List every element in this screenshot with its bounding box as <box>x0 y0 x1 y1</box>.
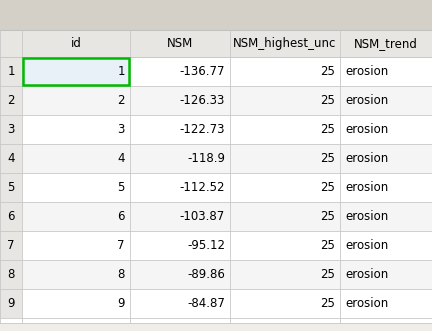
Text: 1: 1 <box>7 65 15 78</box>
Text: -95.12: -95.12 <box>187 239 225 252</box>
Bar <box>0 30 432 57</box>
Text: erosion: erosion <box>345 152 388 165</box>
Text: -84.87: -84.87 <box>187 297 225 310</box>
Text: 6: 6 <box>7 210 15 223</box>
Bar <box>22 57 130 86</box>
Bar <box>0 323 432 331</box>
Bar <box>22 173 130 202</box>
Text: 9: 9 <box>7 297 15 310</box>
Bar <box>230 289 340 318</box>
Bar <box>340 289 432 318</box>
Bar <box>340 144 432 173</box>
Bar <box>0 231 22 260</box>
Bar <box>340 57 432 86</box>
Text: NSM: NSM <box>167 37 193 50</box>
Text: erosion: erosion <box>345 210 388 223</box>
Bar <box>0 0 432 30</box>
Text: 1: 1 <box>118 65 125 78</box>
Bar <box>230 231 340 260</box>
Bar <box>130 57 230 86</box>
Bar <box>340 115 432 144</box>
Text: -118.9: -118.9 <box>187 152 225 165</box>
Bar <box>130 115 230 144</box>
Bar <box>22 202 130 231</box>
Text: erosion: erosion <box>345 123 388 136</box>
Text: 6: 6 <box>118 210 125 223</box>
Bar <box>230 57 340 86</box>
Bar <box>0 57 22 86</box>
Text: 25: 25 <box>320 181 335 194</box>
Text: erosion: erosion <box>345 268 388 281</box>
Bar <box>130 289 230 318</box>
Text: 2: 2 <box>118 94 125 107</box>
Bar <box>22 144 130 173</box>
Bar <box>230 86 340 115</box>
Text: 8: 8 <box>118 268 125 281</box>
Bar <box>340 260 432 289</box>
Text: id: id <box>70 37 82 50</box>
Text: 25: 25 <box>320 123 335 136</box>
Bar <box>130 260 230 289</box>
Text: erosion: erosion <box>345 65 388 78</box>
Text: -122.73: -122.73 <box>180 123 225 136</box>
Text: 25: 25 <box>320 297 335 310</box>
Bar <box>0 173 22 202</box>
Text: 4: 4 <box>118 152 125 165</box>
Bar <box>130 231 230 260</box>
Bar <box>230 202 340 231</box>
Text: -112.52: -112.52 <box>180 181 225 194</box>
Bar <box>340 202 432 231</box>
Bar <box>22 115 130 144</box>
Text: -136.77: -136.77 <box>180 65 225 78</box>
Text: 3: 3 <box>118 123 125 136</box>
Bar <box>22 260 130 289</box>
Text: erosion: erosion <box>345 94 388 107</box>
Text: 4: 4 <box>7 152 15 165</box>
Text: 7: 7 <box>7 239 15 252</box>
Bar <box>130 173 230 202</box>
Bar <box>0 260 22 289</box>
Text: NSM_trend: NSM_trend <box>354 37 418 50</box>
Text: 25: 25 <box>320 268 335 281</box>
Bar <box>230 260 340 289</box>
Text: 25: 25 <box>320 152 335 165</box>
Bar <box>22 86 130 115</box>
Bar <box>22 231 130 260</box>
Text: 8: 8 <box>7 268 15 281</box>
Text: erosion: erosion <box>345 297 388 310</box>
Bar <box>130 144 230 173</box>
Bar <box>0 318 432 323</box>
Text: 9: 9 <box>118 297 125 310</box>
Text: 5: 5 <box>118 181 125 194</box>
Bar <box>0 115 22 144</box>
Text: -89.86: -89.86 <box>187 268 225 281</box>
Text: 3: 3 <box>7 123 15 136</box>
Bar <box>340 173 432 202</box>
Bar <box>130 86 230 115</box>
Bar <box>340 231 432 260</box>
Text: -126.33: -126.33 <box>180 94 225 107</box>
Bar <box>230 115 340 144</box>
Bar <box>230 173 340 202</box>
Text: 25: 25 <box>320 210 335 223</box>
Bar <box>0 86 22 115</box>
Bar <box>22 289 130 318</box>
Text: 25: 25 <box>320 94 335 107</box>
Bar <box>0 202 22 231</box>
Text: 7: 7 <box>118 239 125 252</box>
Bar <box>0 144 22 173</box>
Text: NSM_highest_unc: NSM_highest_unc <box>233 37 337 50</box>
Text: 25: 25 <box>320 65 335 78</box>
Text: 5: 5 <box>7 181 15 194</box>
Text: 25: 25 <box>320 239 335 252</box>
Text: erosion: erosion <box>345 181 388 194</box>
Bar <box>130 202 230 231</box>
Bar <box>340 86 432 115</box>
Text: -103.87: -103.87 <box>180 210 225 223</box>
Bar <box>23 58 129 85</box>
Bar <box>0 289 22 318</box>
Bar <box>230 144 340 173</box>
Text: 2: 2 <box>7 94 15 107</box>
Text: erosion: erosion <box>345 239 388 252</box>
